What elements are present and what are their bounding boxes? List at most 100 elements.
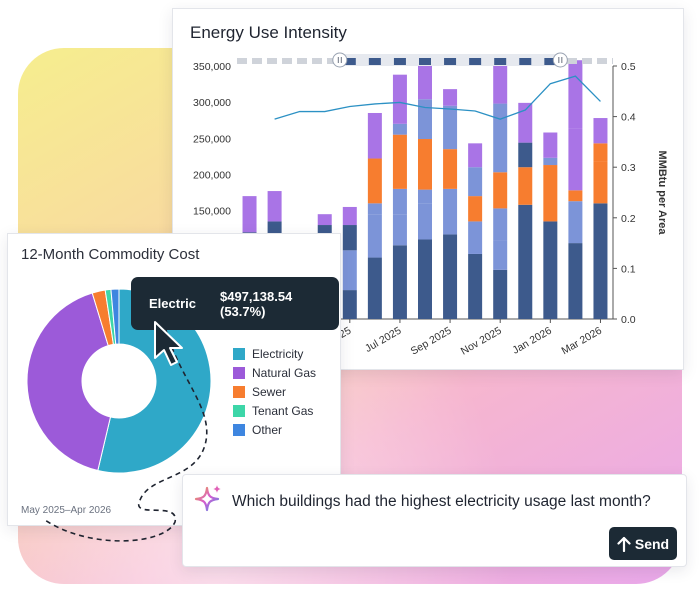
send-button[interactable]: Send: [609, 527, 677, 560]
bar-segment: [443, 149, 458, 189]
donut-tooltip: Electric $497,138.54 (53.7%): [131, 277, 339, 330]
legend-label: Tenant Gas: [252, 403, 314, 418]
bar-segment: [543, 221, 558, 319]
bar-segment: [342, 290, 357, 319]
legend-swatch: [233, 385, 245, 398]
y2-tick-label: 0.5: [621, 61, 636, 73]
bar-segment: [392, 74, 407, 124]
arrow-up-icon: [617, 536, 631, 552]
bar-segment: [493, 208, 508, 241]
energy-chart-title: Energy Use Intensity: [190, 23, 347, 42]
legend-label: Sewer: [252, 384, 287, 399]
x-tick-label: Nov 2025: [459, 325, 504, 358]
bar-segment: [593, 143, 608, 162]
ai-prompt-box[interactable]: Which buildings had the highest electric…: [182, 474, 687, 567]
legend-swatch: [233, 404, 245, 417]
bar-segment: [468, 253, 483, 319]
bar-segment: [418, 239, 432, 319]
bar-segment: [593, 118, 608, 144]
bar-segment: [518, 102, 533, 143]
bar-segment: [493, 240, 508, 270]
bar-segment: [468, 143, 483, 168]
bar-segment: [493, 172, 508, 209]
tooltip-label: Electric: [149, 296, 196, 311]
x-tick-label: Sep 2025: [409, 325, 454, 358]
bar-segment: [468, 196, 483, 222]
brush-mini-bar: [343, 58, 356, 65]
x-tick-label: Jan 2026: [510, 325, 554, 357]
bar-segment: [242, 196, 257, 233]
bar-segment: [518, 142, 533, 168]
y-tick-label: 250,000: [193, 133, 231, 145]
bar-segment: [392, 123, 407, 135]
bar-segment: [367, 112, 382, 159]
bar-segment: [392, 214, 407, 246]
date-range-footnote: May 2025–Apr 2026: [21, 505, 112, 516]
bar-segment: [468, 167, 483, 197]
bar-segment: [493, 103, 508, 173]
bar-segment: [418, 59, 432, 100]
bar-segment: [392, 134, 407, 189]
legend-item: Sewer: [233, 382, 316, 401]
brush-mini-bar: [393, 58, 406, 65]
bar-segment: [443, 105, 458, 150]
brush-mini-bar: [544, 58, 557, 65]
bar-segment: [568, 128, 583, 191]
prompt-text[interactable]: Which buildings had the highest electric…: [232, 493, 651, 510]
bar-segment: [593, 161, 608, 204]
cost-chart-title: 12-Month Commodity Cost: [21, 246, 200, 263]
bar-segment: [342, 225, 357, 251]
brush-mini-bar: [469, 58, 482, 65]
bar-segment: [568, 243, 583, 319]
y2-tick-label: 0.1: [621, 263, 636, 275]
bar-segment: [518, 167, 533, 205]
legend-swatch: [233, 423, 245, 436]
bar-segment: [443, 188, 458, 235]
bar-segment: [418, 139, 432, 190]
donut-slice-natural-gas: [26, 292, 112, 472]
bar-segment: [367, 214, 382, 258]
tooltip-value: $497,138.54 (53.7%): [219, 288, 293, 319]
brush-mini-bar: [368, 58, 381, 65]
bar-segment: [392, 245, 407, 319]
bar-segment: [342, 250, 357, 291]
sparkle-icon: [194, 485, 221, 512]
legend-item: Other: [233, 420, 316, 439]
bar-segment: [568, 60, 583, 129]
bar-segment: [493, 269, 508, 319]
y2-tick-label: 0.3: [621, 162, 636, 174]
y-tick-label: 350,000: [193, 61, 231, 73]
x-tick-label: Jul 2025: [363, 325, 404, 355]
bar-segment: [468, 221, 483, 254]
bar-segment: [317, 214, 332, 226]
brush-mini-bar: [444, 58, 457, 65]
y-tick-label: 200,000: [193, 169, 231, 181]
brush-handle: [332, 52, 348, 68]
y2-tick-label: 0.4: [621, 112, 636, 124]
bar-segment: [367, 203, 382, 215]
bar-segment: [418, 189, 432, 204]
legend-swatch: [233, 366, 245, 379]
legend-swatch: [233, 347, 245, 360]
legend-item: Tenant Gas: [233, 401, 316, 420]
donut-legend: Electricity Natural Gas Sewer Tenant Gas Oth…: [233, 344, 316, 439]
bar-segment: [543, 157, 558, 166]
bar-segment: [543, 132, 558, 158]
legend-label: Electricity: [252, 346, 304, 361]
bar-segment: [342, 206, 357, 226]
bar-segment: [367, 257, 382, 319]
legend-label: Natural Gas: [252, 365, 317, 380]
brush-mini-bar: [419, 58, 431, 65]
brush-handle: [552, 52, 568, 68]
y2-tick-label: 0.0: [621, 314, 636, 326]
bar-segment: [568, 190, 583, 202]
legend-item: Electricity: [233, 344, 316, 363]
bar-segment: [493, 62, 508, 104]
bar-segment: [418, 99, 432, 140]
legend-label: Other: [252, 422, 283, 437]
y2-tick-label: 0.2: [621, 213, 636, 225]
bar-segment: [543, 165, 558, 222]
y2-axis-label: MMBtu per Area: [656, 151, 668, 236]
eui-line: [274, 75, 601, 120]
legend-item: Natural Gas: [233, 363, 316, 382]
